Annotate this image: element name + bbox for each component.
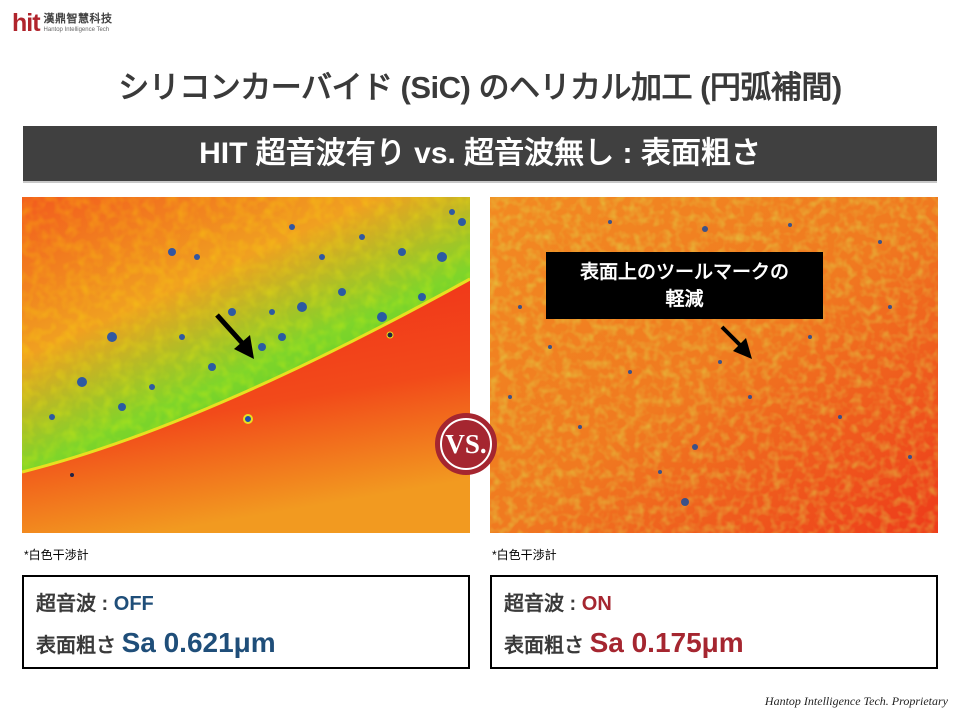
logo-company-cn: 漢鼎智慧科技	[43, 12, 113, 25]
proprietary-footer: Hantop Intelligence Tech. Proprietary	[764, 694, 948, 708]
surface-map-ultrasonic-off	[22, 197, 470, 533]
roughness-label: 表面粗さ	[36, 635, 122, 657]
vs-badge: VS.	[435, 413, 497, 475]
vs-label: VS.	[440, 418, 492, 470]
section-banner: HIT 超音波有り vs. 超音波無し : 表面粗さ	[23, 126, 937, 183]
roughness-label: 表面粗さ	[504, 635, 590, 657]
logo-company-en: Hantop Intelligence Tech	[43, 26, 110, 33]
ultrasonic-status-on: ON	[581, 593, 612, 615]
roughness-value-off: Sa 0.621μm	[121, 627, 276, 658]
roughness-value-on: Sa 0.175μm	[589, 627, 744, 658]
result-box-ultrasonic-on: 超音波 : ON 表面粗さ Sa 0.175μm	[490, 575, 938, 669]
logo-mark: hit	[12, 8, 41, 37]
roughness-row: 表面粗さ Sa 0.175μm	[504, 627, 744, 659]
callout-line-2: 軽減	[665, 289, 704, 310]
measurement-note-left: *白色干渉計	[24, 548, 89, 562]
ultrasonic-label: 超音波 :	[36, 593, 114, 615]
ultrasonic-row: 超音波 : ON	[504, 587, 612, 616]
ultrasonic-status-off: OFF	[113, 593, 154, 615]
surface-map-ultrasonic-on	[490, 197, 938, 533]
result-box-ultrasonic-off: 超音波 : OFF 表面粗さ Sa 0.621μm	[22, 575, 470, 669]
callout-line-1: 表面上のツールマークの	[579, 262, 789, 283]
measurement-note-right: *白色干渉計	[492, 548, 557, 562]
ultrasonic-row: 超音波 : OFF	[36, 587, 154, 616]
company-logo: hit 漢鼎智慧科技 Hantop Intelligence Tech	[12, 10, 113, 36]
page-title: シリコンカーバイド (SiC) のヘリカル加工 (円弧補間)	[118, 70, 842, 105]
tool-mark-reduction-callout: 表面上のツールマークの 軽減	[546, 252, 823, 319]
ultrasonic-label: 超音波 :	[504, 593, 582, 615]
panel-divider	[470, 197, 490, 533]
roughness-row: 表面粗さ Sa 0.621μm	[36, 627, 276, 659]
